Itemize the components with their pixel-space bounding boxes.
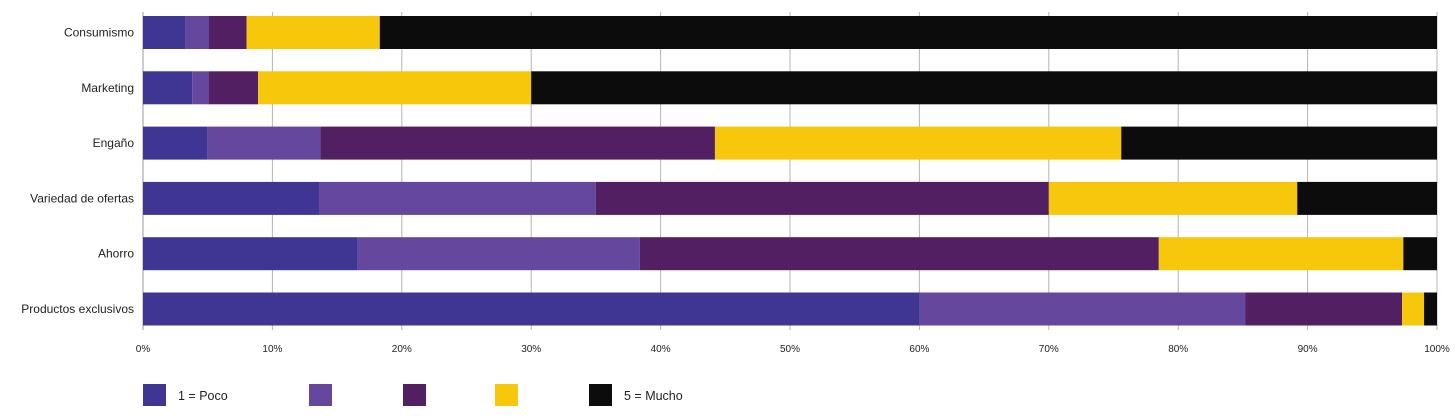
bar-segment (639, 237, 1159, 271)
x-tick-label: 80% (1168, 344, 1188, 355)
bar-segment (714, 126, 1122, 160)
bar-segment (1403, 237, 1437, 271)
legend-swatch (589, 384, 612, 406)
bar-segment (185, 16, 209, 49)
category-label: Engaño (93, 136, 135, 150)
bar-segment (143, 237, 358, 271)
x-tick-label: 0% (136, 344, 151, 355)
bar-segment (143, 126, 208, 160)
legend-label: 1 = Poco (178, 389, 228, 403)
bar-segment (1048, 181, 1298, 215)
bar-segment (595, 181, 1049, 215)
legend-swatch (309, 384, 332, 406)
bar-segment (357, 237, 640, 271)
bar-segment (1158, 237, 1404, 271)
legend-swatch (495, 384, 518, 406)
x-tick-labels: 0% 10% 20% 30% 40% 50% 60% 70% 80% 90% 100% (136, 344, 1450, 355)
x-tick-label: 70% (1039, 344, 1059, 355)
x-tick-label: 30% (521, 344, 541, 355)
category-label: Productos exclusivos (21, 302, 134, 316)
bar-segment (143, 16, 186, 49)
bar-segment (1297, 181, 1437, 215)
bar-segment (208, 71, 259, 105)
bar-segment (143, 292, 920, 326)
bars (143, 16, 1437, 326)
x-tick-label: 100% (1424, 344, 1450, 355)
legend-swatch (143, 384, 166, 406)
gridlines (142, 12, 1438, 330)
bar-segment (318, 181, 596, 215)
category-label: Consumismo (64, 26, 134, 40)
bar-segment (246, 16, 380, 49)
bar-segment (1424, 292, 1437, 326)
bar-segment (1245, 292, 1403, 326)
bar-segment (320, 126, 715, 160)
bar-segment (1402, 292, 1425, 326)
bar-segment (143, 71, 193, 105)
legend: 1 = Poco 5 = Mucho (143, 384, 683, 406)
x-tick-label: 10% (262, 344, 282, 355)
bar-segment (192, 71, 209, 105)
bar-segment (208, 16, 247, 49)
category-labels: Consumismo Marketing Engaño Variedad de ofe… (21, 26, 134, 317)
category-label: Variedad de ofertas (30, 191, 134, 205)
x-tick-label: 50% (780, 344, 800, 355)
bar-segment (1121, 126, 1437, 160)
category-label: Marketing (81, 81, 134, 95)
bar-segment (379, 16, 1437, 49)
legend-label: 5 = Mucho (624, 389, 683, 403)
x-tick-label: 60% (909, 344, 929, 355)
x-tick-label: 90% (1298, 344, 1318, 355)
bar-segment (207, 126, 321, 160)
bar-segment (143, 181, 319, 215)
bar-segment (531, 71, 1437, 105)
x-tick-label: 20% (392, 344, 412, 355)
bar-segment (919, 292, 1246, 326)
category-label: Ahorro (98, 247, 134, 261)
bar-segment (258, 71, 532, 105)
legend-swatch (403, 384, 426, 406)
x-tick-label: 40% (651, 344, 671, 355)
